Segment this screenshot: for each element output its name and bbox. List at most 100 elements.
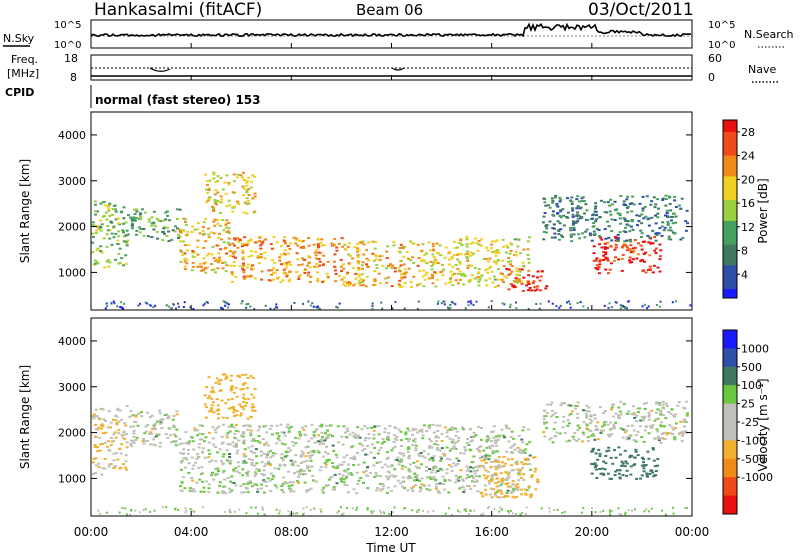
scatter-cell <box>255 468 259 471</box>
scatter-cell <box>351 257 355 260</box>
scatter-cell <box>293 472 297 475</box>
scatter-cell <box>464 449 468 452</box>
scatter-cell <box>338 473 341 475</box>
scatter-cell <box>434 487 438 490</box>
scatter-cell <box>665 433 669 436</box>
scatter-cell <box>576 195 580 198</box>
scatter-band <box>592 235 663 275</box>
scatter-cell <box>248 458 252 461</box>
scatter-cell <box>521 441 525 444</box>
scatter-cell <box>556 509 559 511</box>
scatter-cell <box>212 478 216 481</box>
scatter-cell <box>304 268 307 271</box>
scatter-cell <box>483 484 487 487</box>
scatter-cell <box>357 273 361 276</box>
scatter-cell <box>554 195 558 197</box>
scatter-cell <box>453 427 457 430</box>
scatter-cell <box>254 251 258 253</box>
scatter-cell <box>255 455 259 458</box>
scatter-cell <box>333 265 337 268</box>
scatter-cell <box>196 253 200 256</box>
scatter-cell <box>626 425 630 428</box>
scatter-cell <box>234 276 238 279</box>
scatter-cell <box>617 472 621 475</box>
scatter-cell <box>280 485 284 487</box>
scatter-cell <box>91 241 95 244</box>
scatter-cell <box>303 512 306 515</box>
scatter-cell <box>612 415 615 418</box>
scatter-cell <box>604 256 608 259</box>
scatter-cell <box>241 432 245 435</box>
scatter-cell <box>434 272 438 275</box>
scatter-cell <box>241 249 245 252</box>
scatter-cell <box>412 485 416 488</box>
scatter-cell <box>223 478 227 481</box>
scatter-cell <box>260 278 264 281</box>
scatter-cell <box>272 476 276 479</box>
scatter-cell <box>362 243 366 246</box>
scatter-cell <box>530 474 534 477</box>
scatter-cell <box>316 243 320 246</box>
scatter-cell <box>107 209 111 212</box>
scatter-cell <box>655 232 659 235</box>
scatter-cell <box>485 268 489 271</box>
scatter-cell <box>283 236 287 239</box>
scatter-cell <box>420 430 424 433</box>
scatter-cell <box>603 468 607 471</box>
scatter-cell <box>352 435 356 438</box>
scatter-cell <box>516 486 520 489</box>
scatter-cell <box>217 408 221 411</box>
scatter-cell <box>448 428 452 431</box>
scatter-cell <box>647 217 651 220</box>
scatter-cell <box>499 472 503 475</box>
scatter-cell <box>656 216 660 219</box>
scatter-cell <box>671 301 674 304</box>
scatter-cell <box>668 202 672 205</box>
scatter-cell <box>393 437 397 440</box>
scatter-cell <box>570 410 574 413</box>
scatter-cell <box>118 247 122 250</box>
scatter-cell <box>474 465 478 468</box>
scatter-cell <box>253 175 256 178</box>
scatter-cell <box>507 458 510 461</box>
scatter-cell <box>348 433 352 436</box>
scatter-cell <box>222 300 225 303</box>
scatter-cell <box>120 301 123 304</box>
scatter-cell <box>290 463 294 466</box>
scatter-cell <box>645 195 649 198</box>
scatter-cell <box>94 213 97 216</box>
scatter-cell <box>599 236 602 239</box>
scatter-cell <box>607 449 611 452</box>
scatter-cell <box>240 243 244 245</box>
scatter-cell <box>393 270 397 273</box>
scatter-cell <box>214 189 218 192</box>
scatter-cell <box>414 476 418 479</box>
scatter-cell <box>305 506 308 509</box>
scatter-cell <box>414 465 418 468</box>
scatter-cell <box>255 462 259 465</box>
y-tick-label: 2000 <box>58 221 86 234</box>
scatter-cell <box>190 436 194 439</box>
scatter-cell <box>494 435 498 438</box>
scatter-cell <box>222 469 226 472</box>
scatter-cell <box>189 306 192 309</box>
scatter-cell <box>651 471 655 474</box>
scatter-cell <box>206 192 210 194</box>
scatter-cell <box>227 199 231 202</box>
scatter-cell <box>351 267 355 270</box>
scatter-cell <box>372 284 376 286</box>
scatter-cell <box>144 430 148 433</box>
scatter-cell <box>543 422 547 425</box>
scatter-cell <box>465 508 467 511</box>
scatter-cell <box>412 461 416 464</box>
scatter-cell <box>230 475 234 478</box>
scatter-cell <box>232 468 235 471</box>
scatter-cell <box>192 308 195 310</box>
scatter-cell <box>322 254 326 257</box>
scatter-cell <box>124 466 127 469</box>
scatter-cell <box>270 433 274 436</box>
scatter-cell <box>210 407 214 410</box>
scatter-cell <box>601 429 605 432</box>
scatter-cell <box>259 487 263 490</box>
scatter-cell <box>352 488 356 491</box>
